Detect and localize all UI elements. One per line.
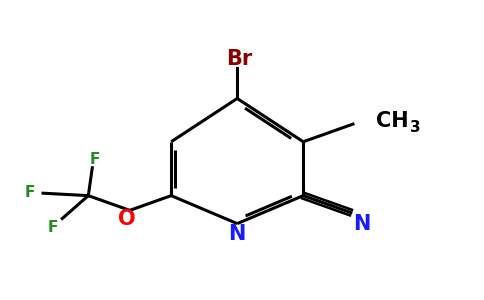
- Text: 3: 3: [410, 119, 421, 134]
- Text: F: F: [47, 220, 58, 235]
- Text: CH: CH: [376, 111, 408, 131]
- Text: F: F: [90, 152, 100, 167]
- Text: O: O: [118, 208, 136, 229]
- Text: N: N: [228, 224, 246, 244]
- Text: N: N: [353, 214, 370, 234]
- Text: F: F: [25, 185, 35, 200]
- Text: Br: Br: [227, 49, 253, 69]
